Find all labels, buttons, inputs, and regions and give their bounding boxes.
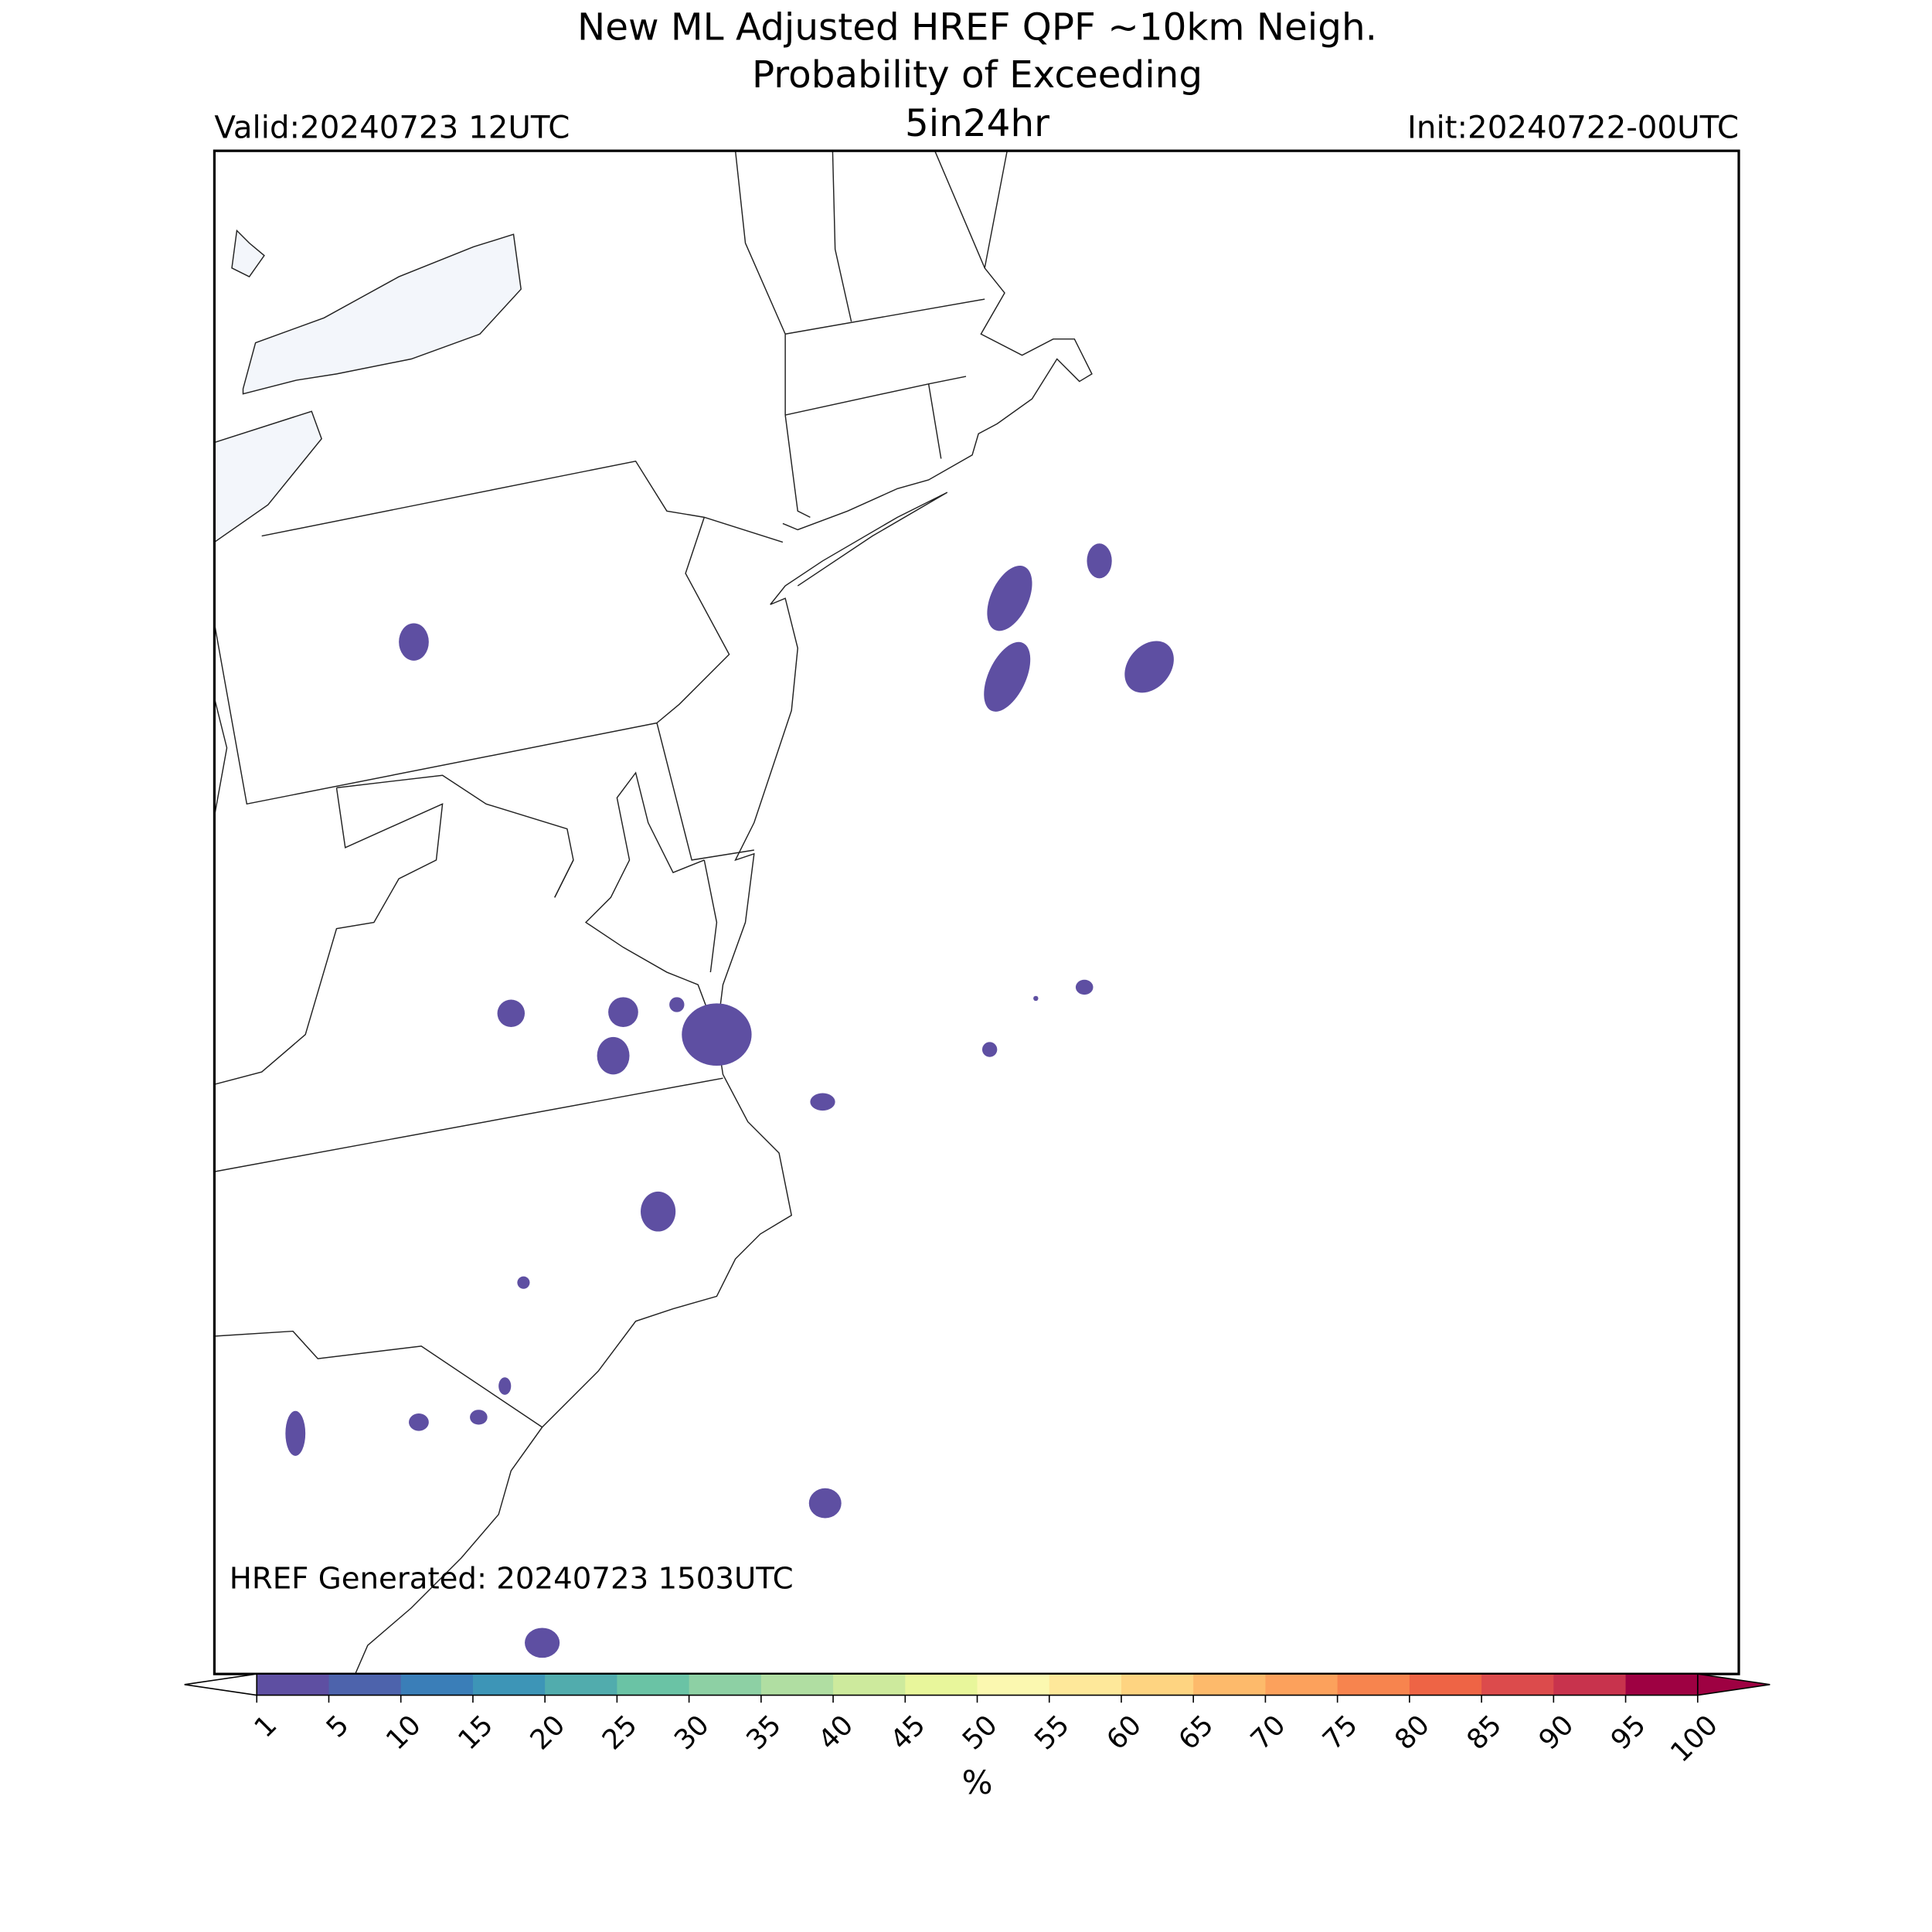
state-borders bbox=[214, 151, 985, 1428]
colorbar-frame bbox=[256, 1673, 1699, 1696]
colorbar-segment bbox=[328, 1674, 402, 1696]
colorbar-segment bbox=[617, 1674, 690, 1696]
colorbar-tick-label: 40 bbox=[812, 1709, 859, 1757]
colorbar-tick-label: 35 bbox=[740, 1709, 787, 1757]
colorbar-segment bbox=[1265, 1674, 1338, 1696]
chesapeake bbox=[554, 771, 718, 1035]
colorbar-tick-label: 5 bbox=[321, 1709, 355, 1744]
colorbar-tick-label: 100 bbox=[1665, 1709, 1724, 1769]
colorbar-segment bbox=[977, 1674, 1050, 1696]
colorbar-segment bbox=[1481, 1674, 1555, 1696]
lake-ontario bbox=[242, 233, 522, 395]
title-line: New ML Adjusted HREF QPF ~10km Neigh. bbox=[577, 6, 1377, 49]
colorbar-tick-label: 45 bbox=[885, 1709, 932, 1757]
colorbar-segment bbox=[1337, 1674, 1410, 1696]
colorbar-tick-label: 55 bbox=[1029, 1709, 1076, 1757]
colorbar-segment bbox=[760, 1674, 834, 1696]
colorbar-segment bbox=[1409, 1674, 1482, 1696]
colorbar-segment bbox=[472, 1674, 546, 1696]
colorbar-tick-label: 75 bbox=[1317, 1709, 1364, 1757]
valid-time: Valid:20240723 12UTC bbox=[214, 110, 570, 146]
lake-erie bbox=[214, 410, 322, 543]
colorbar-tick-label: 30 bbox=[668, 1709, 716, 1757]
colorbar-tick-label: 70 bbox=[1245, 1709, 1292, 1757]
colorbar-tick-label: 80 bbox=[1389, 1709, 1436, 1757]
colorbar-segment bbox=[257, 1674, 330, 1696]
title-line: Probability of Exceeding bbox=[752, 53, 1202, 97]
probability-areas bbox=[285, 543, 1174, 1658]
colorbar-tick-label: 95 bbox=[1605, 1709, 1652, 1757]
colorbar: 1 5 10 15 20 25 30 35 40 45 50 55 60 65 70 75 80 85 90 95 10… bbox=[184, 1673, 1770, 1801]
colorbar-segment bbox=[400, 1674, 474, 1696]
init-time: Init:20240722-00UTC bbox=[1407, 110, 1739, 146]
lake bbox=[231, 229, 265, 277]
colorbar-over bbox=[1696, 1673, 1770, 1696]
colorbar-segment bbox=[905, 1674, 978, 1696]
colorbar-tick-label: 15 bbox=[452, 1709, 499, 1757]
colorbar-tick-label: 90 bbox=[1533, 1709, 1580, 1757]
colorbar-tick-label: 1 bbox=[248, 1709, 283, 1744]
colorbar-tick-label: 20 bbox=[524, 1709, 571, 1757]
coastline bbox=[355, 151, 1093, 1675]
map bbox=[213, 149, 1740, 1675]
colorbar-segment bbox=[1121, 1674, 1194, 1696]
colorbar-tick-label: 85 bbox=[1461, 1709, 1508, 1757]
colorbar-tick-label: 25 bbox=[597, 1709, 644, 1757]
colorbar-tick-label: 65 bbox=[1172, 1709, 1219, 1757]
colorbar-segment bbox=[1553, 1674, 1627, 1696]
threshold: 5in24hr bbox=[905, 102, 1049, 145]
colorbar-segment bbox=[1625, 1674, 1699, 1696]
colorbar-segment bbox=[689, 1674, 762, 1696]
colorbar-segment bbox=[833, 1674, 906, 1696]
colorbar-tick-label: 50 bbox=[957, 1709, 1004, 1757]
colorbar-segment bbox=[1049, 1674, 1122, 1696]
colorbar-under bbox=[184, 1673, 258, 1696]
map-frame bbox=[213, 149, 1740, 1675]
colorbar-tick-label: 60 bbox=[1100, 1709, 1148, 1757]
colorbar-tick-label: 10 bbox=[380, 1709, 427, 1757]
colorbar-segment bbox=[1193, 1674, 1267, 1696]
colorbar-segment bbox=[545, 1674, 618, 1696]
colorbar-label: % bbox=[962, 1764, 993, 1801]
generated-time: HREF Generated: 20240723 1503UTC bbox=[230, 1562, 794, 1597]
